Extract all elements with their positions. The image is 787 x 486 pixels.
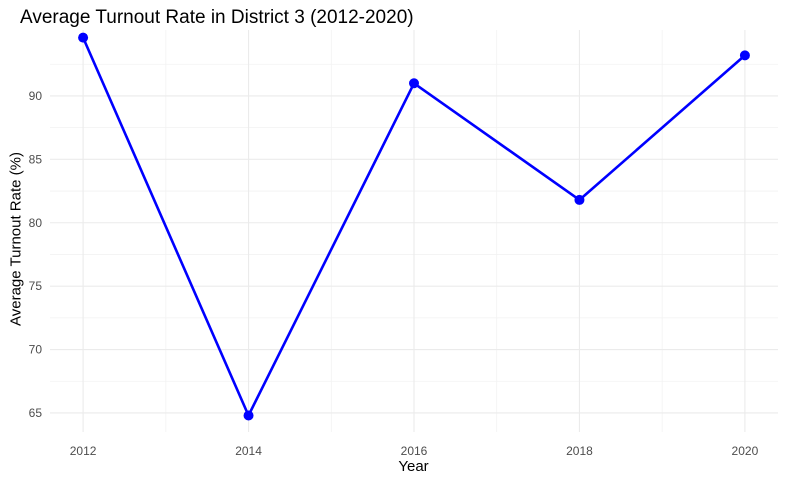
x-tick-label: 2018 <box>566 444 593 458</box>
x-tick-label: 2020 <box>732 444 759 458</box>
y-tick-label: 65 <box>29 406 43 420</box>
data-point <box>739 50 750 61</box>
x-tick-label: 2012 <box>70 444 97 458</box>
x-tick-label: 2016 <box>401 444 428 458</box>
tick-layer: 2012 2014 2016 2018 2020 65 70 75 80 85 90 <box>29 89 759 458</box>
data-point <box>78 32 89 43</box>
y-tick-label: 80 <box>29 216 43 230</box>
y-tick-label: 85 <box>29 152 43 166</box>
y-tick-label: 75 <box>29 279 43 293</box>
x-axis-label: Year <box>398 458 429 475</box>
y-tick-label: 70 <box>29 343 43 357</box>
data-point <box>409 78 419 89</box>
series-layer <box>78 32 750 421</box>
y-tick-label: 90 <box>29 89 43 103</box>
grid-major <box>50 30 778 432</box>
data-point <box>574 194 585 205</box>
chart-title: Average Turnout Rate in District 3 (2012… <box>20 7 414 28</box>
data-point <box>243 410 254 421</box>
x-tick-label: 2014 <box>235 444 262 458</box>
y-axis-label: Average Turnout Rate (%) <box>7 152 25 326</box>
